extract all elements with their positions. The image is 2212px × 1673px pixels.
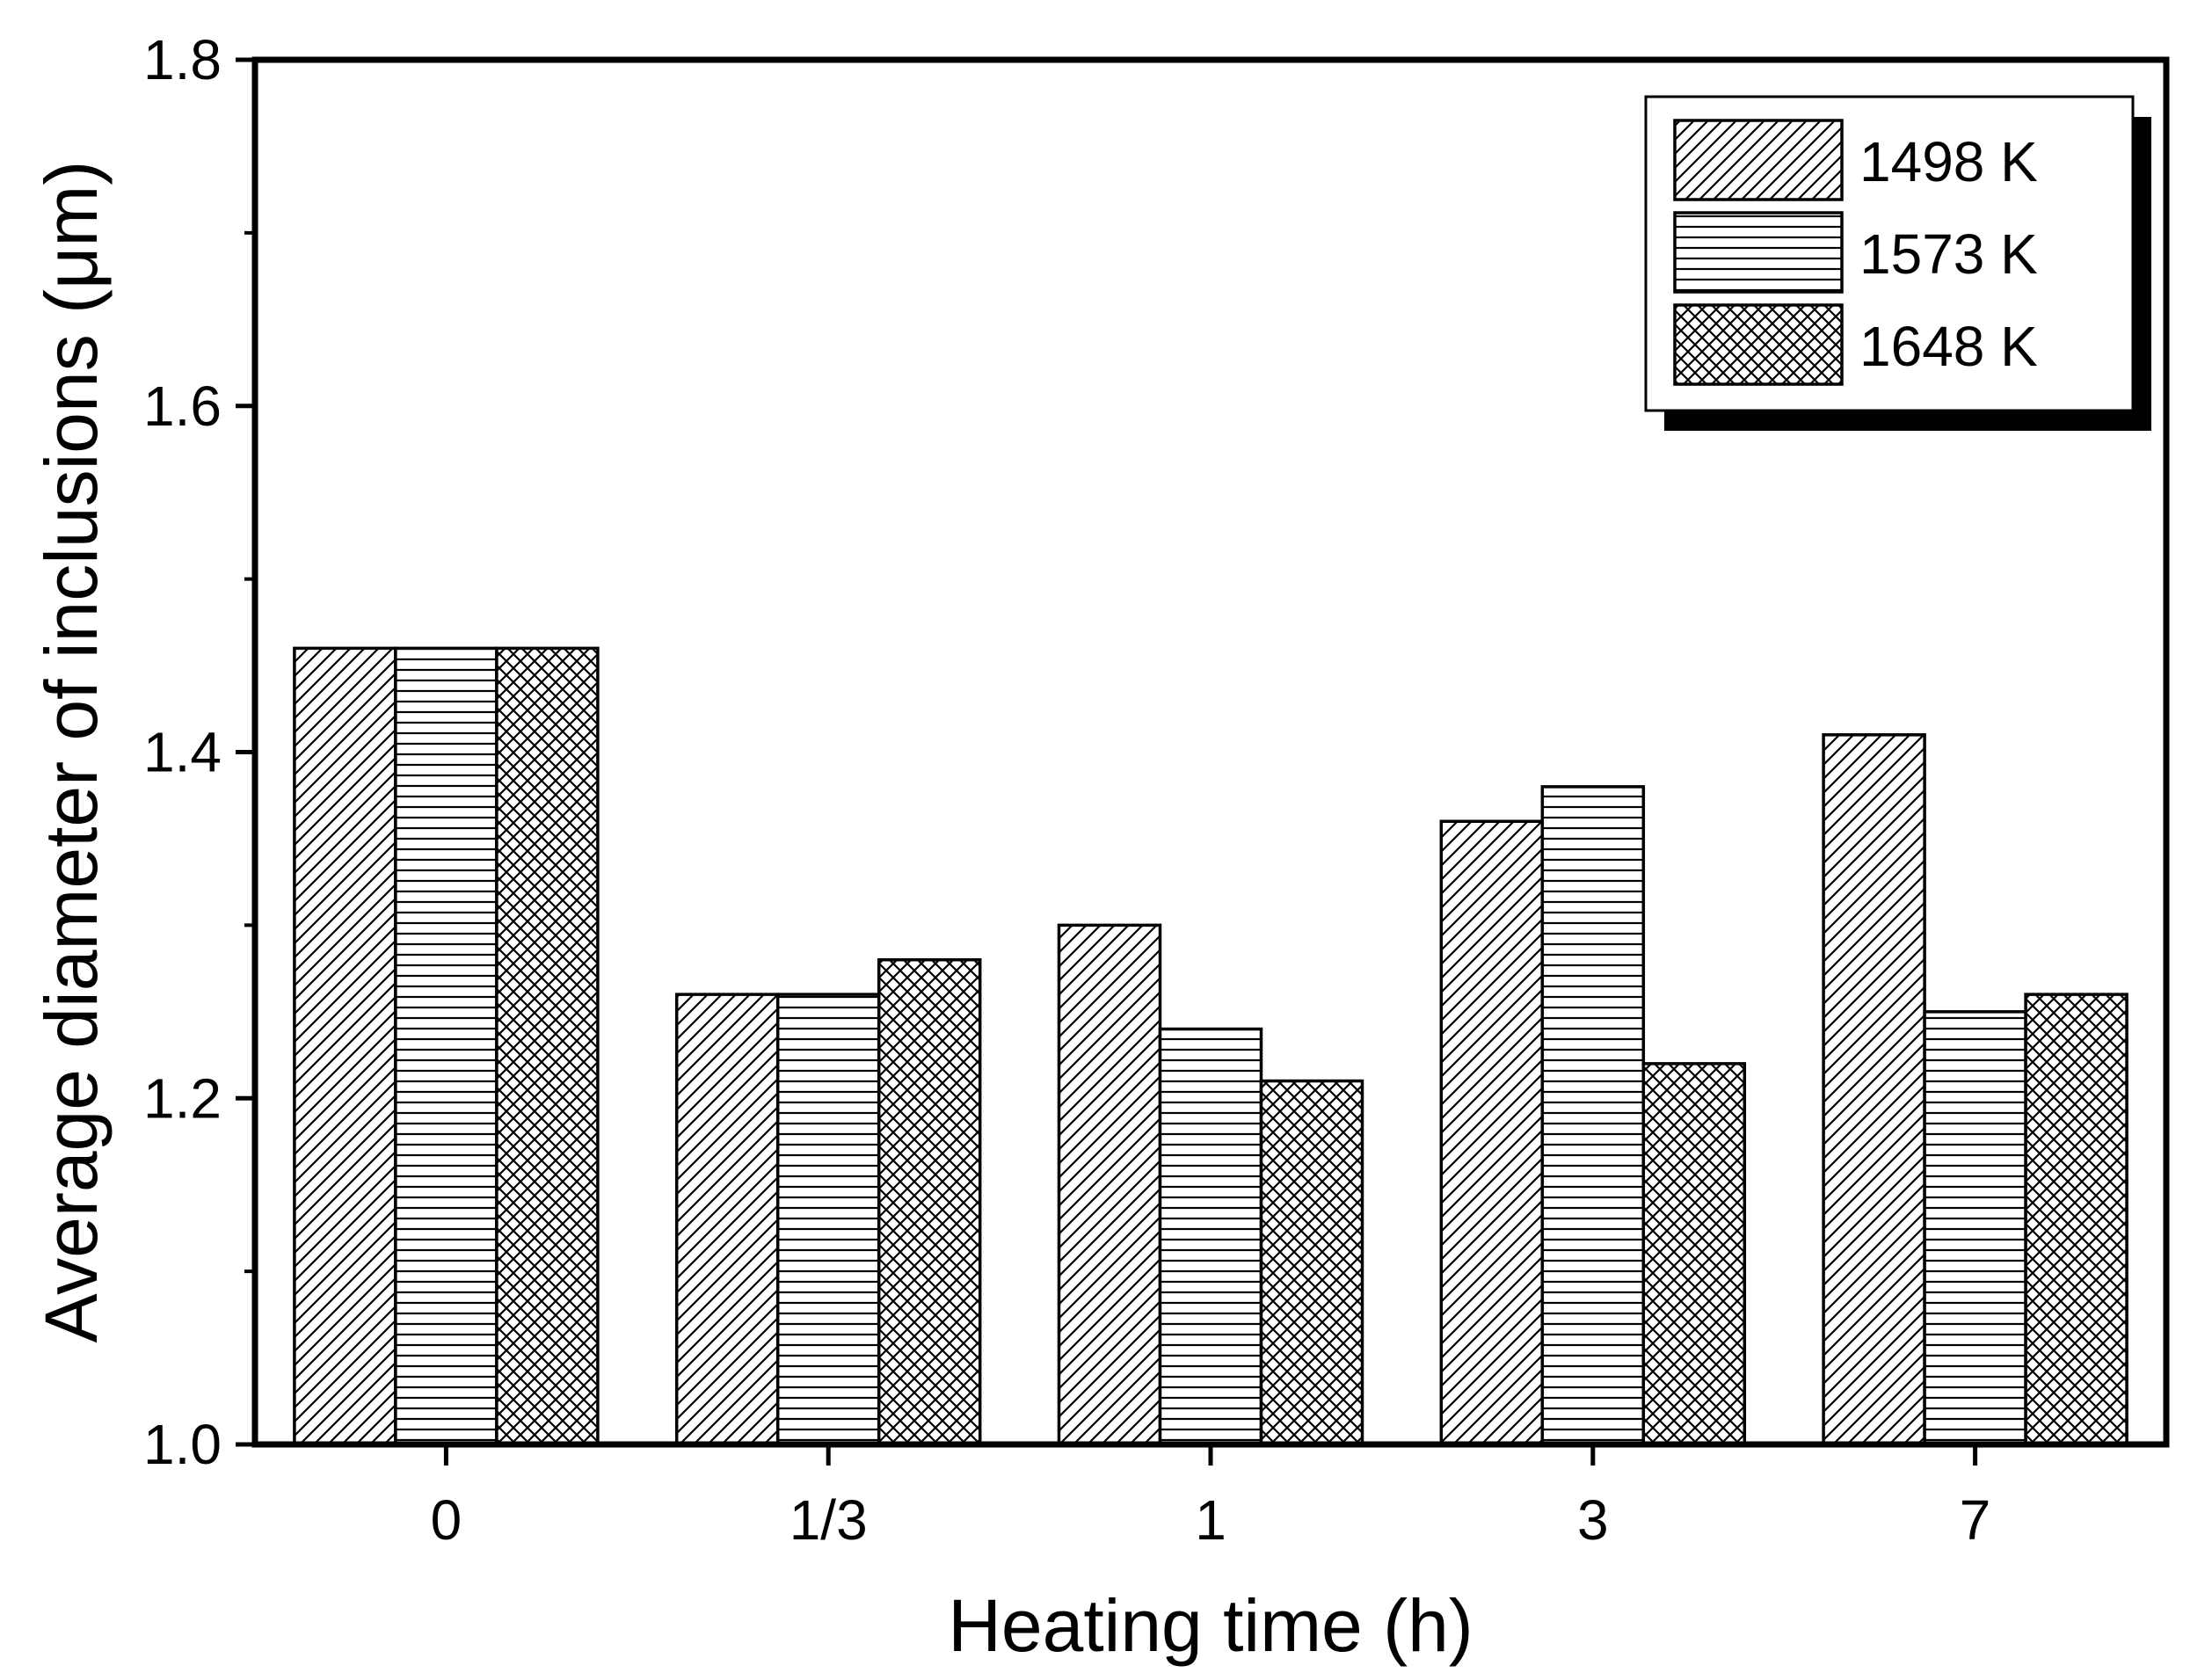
x-tick-label: 3 [1577,1488,1609,1552]
bar [1057,923,1162,1446]
legend-label: 1573 K [1859,222,2038,286]
y-axis-title: Average diameter of inclusions (μm) [30,161,113,1343]
bar [1439,819,1545,1446]
legend-label: 1648 K [1859,315,2038,378]
bar [1822,733,1926,1446]
x-axis-title: Heating time (h) [948,1584,1473,1667]
x-tick-label: 1/3 [789,1488,868,1552]
legend-items: 1498 K 1573 K 1648 K [1673,119,2038,386]
y-tick-label: 1.0 [143,1413,222,1476]
bar [293,646,397,1446]
bars-layer [293,646,2128,1446]
x-tick-label: 7 [1960,1488,1991,1552]
y-axis: 1.0 1.2 1.4 1.6 1.8 [143,28,255,1476]
legend-label: 1498 K [1859,130,2038,193]
legend: 1498 K 1573 K 1648 K [1644,95,2151,431]
bar [2024,993,2128,1446]
bar [1540,785,1646,1446]
bar [674,993,780,1446]
bar [1641,1062,1747,1446]
bar [1923,1010,2027,1446]
y-tick-label: 1.2 [143,1066,222,1130]
bar [1158,1027,1263,1446]
x-tick-label: 0 [431,1488,462,1552]
y-tick-label: 1.6 [143,375,222,438]
bar [495,646,600,1446]
bar [877,958,982,1446]
y-tick-label: 1.8 [143,28,222,91]
bar [775,993,881,1446]
x-axis: 0 1/3 1 3 7 [431,1444,1991,1552]
legend-swatch [1673,303,1844,386]
legend-swatch [1673,119,1844,201]
bar [1259,1079,1364,1446]
x-tick-label: 1 [1195,1488,1226,1552]
y-tick-label: 1.4 [143,721,222,784]
bar [394,646,498,1446]
legend-swatch [1673,211,1844,294]
